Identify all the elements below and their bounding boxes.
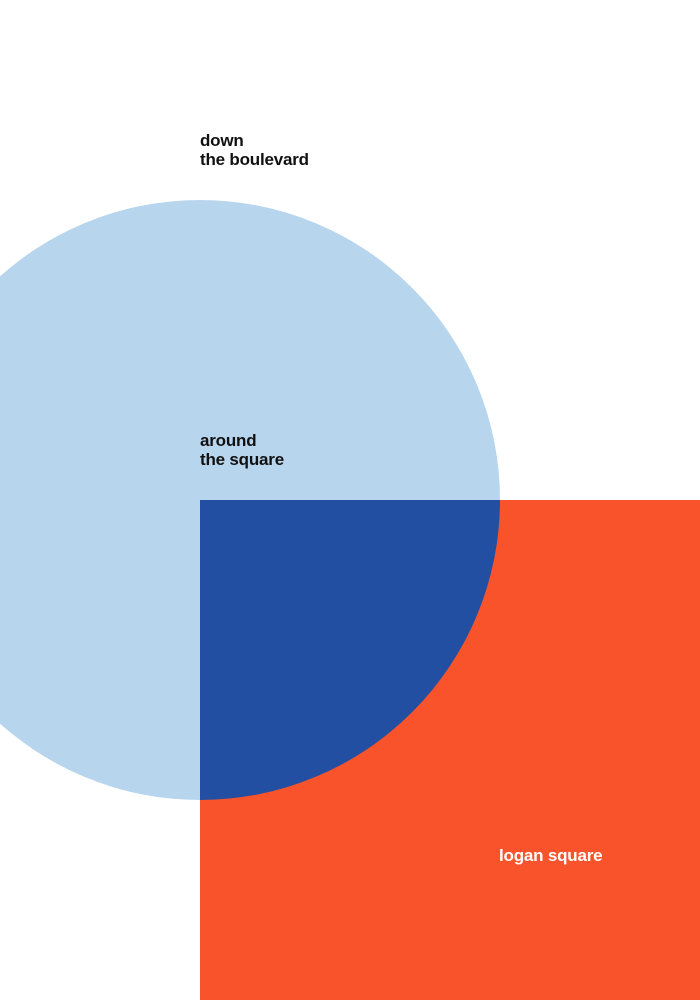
top-text-line2: the boulevard xyxy=(200,150,309,169)
top-text-line1: down xyxy=(200,131,244,150)
middle-text: around the square xyxy=(200,431,284,469)
bottom-text: logan square xyxy=(499,846,603,865)
top-text: down the boulevard xyxy=(200,131,309,169)
middle-text-line2: the square xyxy=(200,450,284,469)
middle-text-line1: around xyxy=(200,431,257,450)
overlap-quarter-circle xyxy=(200,500,500,800)
